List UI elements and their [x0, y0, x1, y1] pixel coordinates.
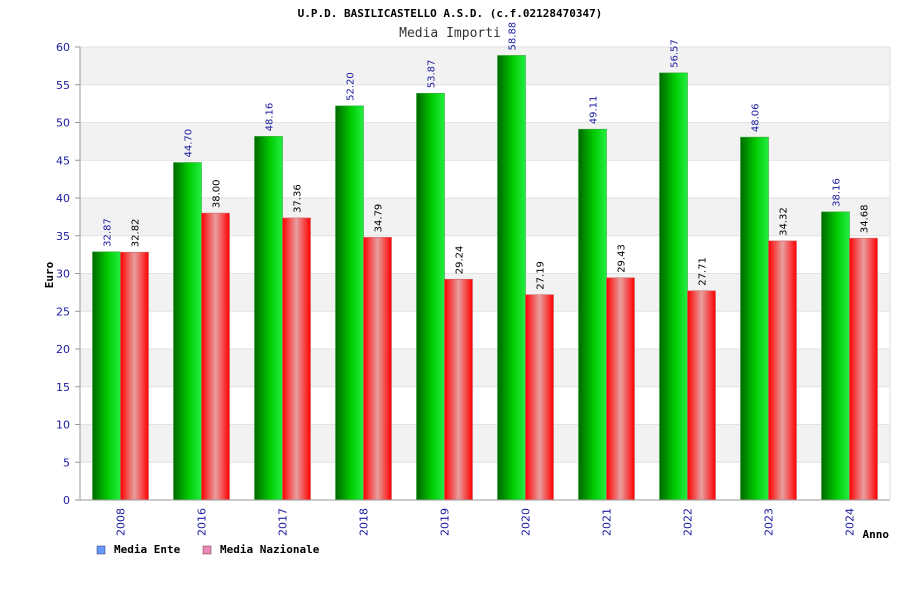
data-label: 27.19: [536, 261, 547, 290]
y-tick-label: 10: [56, 419, 70, 432]
data-label: 53.87: [427, 60, 438, 89]
bar-media-nazionale: [525, 294, 554, 501]
x-tick-label: 2021: [601, 508, 614, 536]
y-tick-label: 0: [63, 494, 70, 507]
data-label: 38.16: [832, 178, 843, 207]
data-label: 34.79: [374, 204, 385, 233]
bar-media-ente: [335, 105, 364, 501]
bar-media-nazionale: [363, 237, 392, 501]
x-tick-label: 2020: [520, 508, 533, 536]
legend-swatch-ente: [96, 545, 106, 555]
bar-media-nazionale: [687, 290, 716, 501]
bar-media-ente: [497, 55, 526, 501]
y-tick-label: 25: [56, 305, 70, 318]
y-tick-label: 20: [56, 343, 70, 356]
x-tick-label: 2023: [763, 508, 776, 536]
bars: [92, 55, 878, 501]
x-tick-label: 2024: [844, 508, 857, 536]
bar-media-nazionale: [768, 240, 797, 501]
x-tick-label: 2018: [358, 508, 371, 536]
x-tick-label: 2017: [277, 508, 290, 536]
bar-media-ente: [92, 251, 121, 501]
x-axis-ticks: 2008 2016 2017 2018 2019 2020 2021 2022 2023 2024: [115, 508, 857, 536]
chart-title: U.P.D. BASILICASTELLO A.S.D. (c.f.021284…: [298, 7, 603, 20]
x-tick-label: 2022: [682, 508, 695, 536]
chart-subtitle: Media Importi: [399, 26, 501, 41]
y-axis-ticks: 0 5 10 15 20 25 30 35 40 45 50 55 60: [56, 41, 80, 507]
data-label: 27.71: [698, 257, 709, 286]
bar-media-ente: [578, 128, 607, 501]
data-label: 49.11: [589, 96, 600, 125]
data-label: 34.32: [779, 207, 790, 236]
x-tick-label: 2016: [196, 508, 209, 536]
y-tick-label: 15: [56, 381, 70, 394]
y-tick-label: 45: [56, 154, 70, 167]
bar-media-ente: [740, 136, 769, 501]
data-label: 29.24: [455, 246, 466, 275]
y-tick-label: 55: [56, 79, 70, 92]
x-axis-label: Anno: [863, 528, 890, 541]
legend-label-ente: Media Ente: [114, 543, 181, 556]
bar-media-nazionale: [282, 217, 311, 501]
y-axis-label: Euro: [43, 261, 56, 288]
x-tick-label: 2019: [439, 508, 452, 536]
bar-media-nazionale: [849, 237, 878, 501]
data-label: 48.06: [751, 104, 762, 133]
data-label: 38.00: [212, 179, 223, 208]
data-label: 44.70: [184, 129, 195, 158]
y-tick-label: 5: [63, 456, 70, 469]
y-tick-label: 50: [56, 117, 70, 130]
data-label: 29.43: [617, 244, 628, 273]
grid-band: [80, 84, 890, 123]
legend: Media Ente Media Nazionale: [96, 543, 320, 556]
bar-media-nazionale: [120, 251, 149, 501]
y-tick-label: 30: [56, 268, 70, 281]
data-label: 52.20: [346, 72, 357, 101]
grid-band: [80, 47, 890, 85]
data-label: 32.82: [131, 219, 142, 248]
y-tick-label: 60: [56, 41, 70, 54]
data-label: 48.16: [265, 103, 276, 132]
data-label: 37.36: [293, 184, 304, 213]
bar-media-nazionale: [201, 212, 230, 501]
bar-media-nazionale: [606, 277, 635, 501]
legend-label-nazionale: Media Nazionale: [220, 543, 320, 556]
data-labels: 32.87 32.82 44.70 38.00 48.16 37.36 52.20 34.79…: [103, 22, 871, 290]
bar-media-ente: [416, 92, 445, 501]
bar-media-ente: [254, 136, 283, 501]
legend-swatch-nazionale: [202, 545, 212, 555]
y-tick-label: 40: [56, 192, 70, 205]
data-label: 58.88: [508, 22, 519, 51]
bar-media-ente: [659, 72, 688, 501]
y-tick-label: 35: [56, 230, 70, 243]
bar-media-ente: [173, 162, 202, 501]
data-label: 34.68: [860, 205, 871, 234]
bar-media-nazionale: [444, 278, 473, 501]
data-label: 56.57: [670, 39, 681, 68]
bar-media-ente: [821, 211, 850, 501]
data-label: 32.87: [103, 218, 114, 247]
x-tick-label: 2008: [115, 508, 128, 536]
